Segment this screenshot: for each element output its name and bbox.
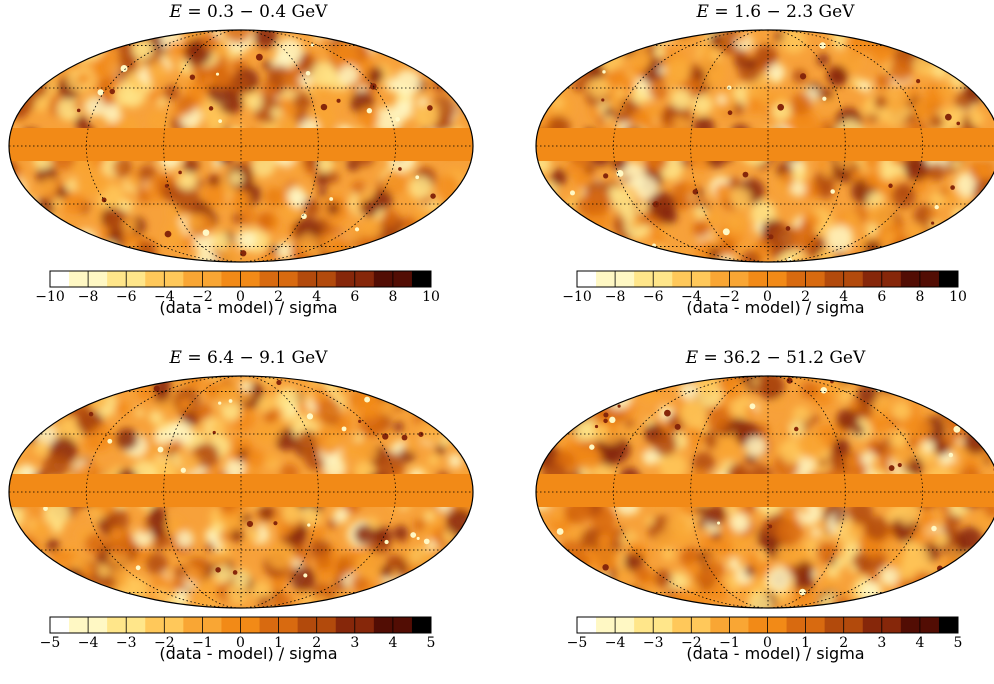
masked-plane-band — [536, 128, 994, 161]
colorbar-label: (data - model) / sigma — [0, 644, 497, 663]
colorbar-label: (data - model) / sigma — [0, 298, 497, 317]
skymap — [0, 18, 481, 276]
masked-plane-band — [536, 474, 994, 507]
masked-plane-band — [9, 474, 473, 507]
colorbar-label: (data - model) / sigma — [527, 644, 994, 663]
colorbar-label: (data - model) / sigma — [527, 298, 994, 317]
masked-plane-band — [9, 128, 473, 161]
skymap — [527, 19, 994, 273]
skymap — [529, 364, 994, 620]
skymap — [0, 365, 480, 621]
